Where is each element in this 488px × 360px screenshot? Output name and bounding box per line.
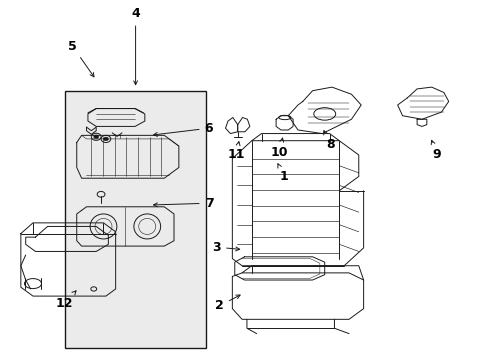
Text: 10: 10 <box>270 138 287 159</box>
Text: 9: 9 <box>430 140 441 161</box>
Text: 5: 5 <box>68 40 94 77</box>
Text: 11: 11 <box>227 141 244 162</box>
Circle shape <box>103 137 108 141</box>
Text: 8: 8 <box>323 131 334 151</box>
Text: 6: 6 <box>153 122 213 136</box>
Text: 3: 3 <box>212 240 239 254</box>
Text: 7: 7 <box>153 197 213 210</box>
Text: 4: 4 <box>131 8 140 85</box>
Circle shape <box>94 135 99 139</box>
Bar <box>64 91 205 348</box>
Text: 2: 2 <box>215 295 240 312</box>
Text: 1: 1 <box>277 164 288 183</box>
Text: 12: 12 <box>56 291 76 310</box>
